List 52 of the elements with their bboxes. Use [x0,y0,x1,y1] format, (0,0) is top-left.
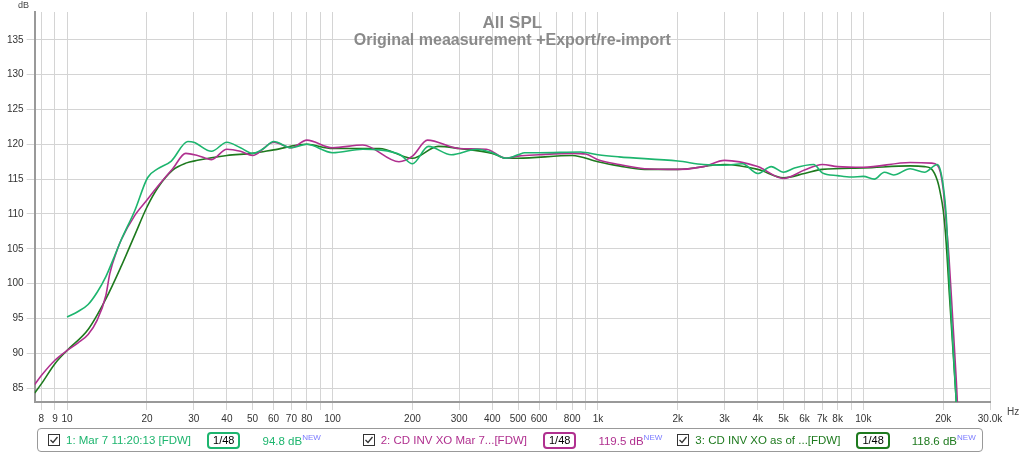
x-tick-label: 20 [141,412,153,424]
x-tick-label: 40 [221,412,233,424]
text: 1/48 [543,431,577,449]
x-tick-label: 200 [404,412,422,424]
text: 1/48 [856,431,890,449]
x-tick-label: 10k [855,412,873,424]
x-tick-label: 8 [38,412,45,424]
y-tick-label: 95 [12,312,25,324]
x-tick-label: 80 [301,412,313,424]
y-axis-title: dB [18,0,30,10]
x-tick-label: 5k [778,412,790,424]
text: 119.5 dB$^{NEW}$ [598,433,663,447]
x-tick-label: 500 [509,412,527,424]
x-tick-label: 10 [61,412,74,424]
x-tick-label: 30 [188,412,200,424]
text: 118.6 dB$^{NEW}$ [911,433,976,447]
y-tick-label: 100 [7,277,25,289]
y-tick-label: 135 [7,33,25,45]
y-tick-label: 125 [7,103,25,115]
x-axis-title: Hz [1007,405,1020,417]
x-tick-label: 400 [483,412,502,424]
text: 94.8 dB$^{NEW}$ [262,433,321,447]
text: 1: Mar 7 11:20:13 [FDW] [66,434,192,446]
x-tick-label: 300 [450,412,468,424]
text: Original meaasurement +Export/re-import [353,31,672,49]
x-tick-label: 2k [672,412,685,424]
y-tick-label: 120 [7,138,25,150]
x-tick-label: 6k [799,412,811,424]
y-tick-label: 115 [7,172,25,184]
text: 3: CD INV XO as of ...[FDW] [695,434,841,446]
chart-title: All SPL [482,13,543,33]
x-tick-label: 9 [52,412,59,424]
x-tick-label: 20k [935,412,953,424]
x-tick-label: 70 [285,412,298,424]
x-tick-label: 600 [530,412,548,424]
text: 2: CD INV XO Mar 7...[FDW] [380,434,527,446]
x-tick-label: 1k [592,412,605,424]
x-tick-label: 7k [816,412,829,424]
x-tick-label: 3k [719,412,731,424]
y-tick-label: 85 [12,381,25,393]
x-tick-label: 30.0k [977,412,1004,424]
x-tick-label: 4k [752,412,765,424]
x-tick-label: 60 [268,412,280,424]
y-tick-label: 130 [7,68,25,80]
x-tick-label: 50 [247,412,259,424]
x-tick-label: 800 [563,412,581,424]
y-tick-label: 110 [7,207,25,219]
y-tick-label: 90 [12,347,25,358]
text: 1/48 [207,431,241,449]
x-tick-label: 100 [324,412,342,424]
x-tick-label: 8k [832,412,844,424]
y-tick-label: 105 [7,242,25,254]
